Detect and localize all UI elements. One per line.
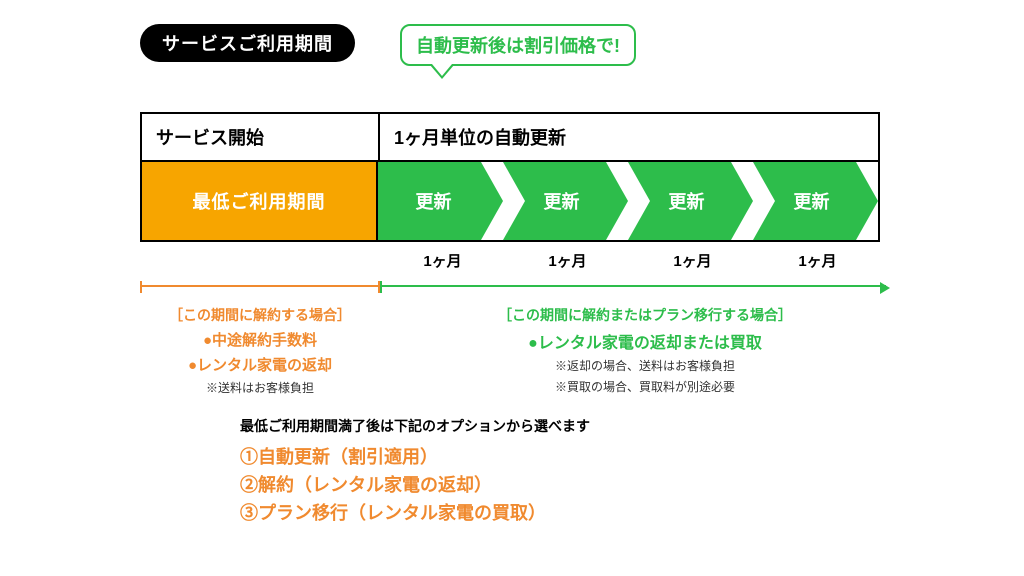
renewals-row: 更新更新更新更新 <box>378 162 878 240</box>
header-auto-renew: 1ヶ月単位の自動更新 <box>380 114 878 160</box>
option-3: ③プラン移行（レンタル家電の買取） <box>240 500 884 528</box>
note-right-bracket: ［この期間に解約またはプラン移行する場合］ <box>410 305 880 325</box>
month-label: 1ヶ月 <box>630 242 755 271</box>
month-label: 1ヶ月 <box>505 242 630 271</box>
note-right-fineprint-2: ※買取の場合、買取料が別途必要 <box>410 378 880 395</box>
header-service-start: サービス開始 <box>142 114 380 160</box>
month-labels: 1ヶ月1ヶ月1ヶ月1ヶ月 <box>140 242 880 271</box>
note-left-bullet-2: ●レンタル家電の返却 <box>140 354 380 375</box>
month-label: 1ヶ月 <box>755 242 880 271</box>
options-list: ①自動更新（割引適用） ②解約（レンタル家電の返却） ③プラン移行（レンタル家電… <box>140 444 884 528</box>
chevron-right-icon <box>481 162 503 240</box>
options-intro: 最低ご利用期間満了後は下記のオプションから選べます <box>140 416 884 436</box>
note-right-bullet: ●レンタル家電の返却または買取 <box>410 329 880 353</box>
month-label: 1ヶ月 <box>380 242 505 271</box>
note-renewal-period: ［この期間に解約またはプラン移行する場合］ ●レンタル家電の返却または買取 ※返… <box>410 305 880 396</box>
chevron-right-icon <box>606 162 628 240</box>
note-min-period: ［この期間に解約する場合］ ●中途解約手数料 ●レンタル家電の返却 ※送料はお客… <box>140 305 380 396</box>
timeline-axis <box>140 279 880 293</box>
chevron-right-icon <box>856 162 878 240</box>
discount-callout: 自動更新後は割引価格で! <box>400 24 636 66</box>
renewal-arrow-label: 更新 <box>628 162 731 240</box>
note-left-bracket: ［この期間に解約する場合］ <box>140 305 380 325</box>
axis-renewal-arrow <box>380 285 886 287</box>
option-1: ①自動更新（割引適用） <box>240 444 884 472</box>
note-right-fineprint-1: ※返却の場合、送料はお客様負担 <box>410 357 880 374</box>
renewal-arrow: 更新 <box>378 162 503 240</box>
axis-min-period <box>140 285 380 287</box>
note-left-bullet-1: ●中途解約手数料 <box>140 329 380 350</box>
chevron-right-icon <box>731 162 753 240</box>
renewal-arrow-label: 更新 <box>753 162 856 240</box>
renewal-arrow: 更新 <box>628 162 753 240</box>
option-2: ②解約（レンタル家電の返却） <box>240 472 884 500</box>
renewal-arrow: 更新 <box>753 162 878 240</box>
min-period-block: 最低ご利用期間 <box>142 162 378 240</box>
renewal-arrow-label: 更新 <box>503 162 606 240</box>
title-badge: サービスご利用期間 <box>140 24 355 62</box>
renewal-arrow: 更新 <box>503 162 628 240</box>
timeline: サービス開始 1ヶ月単位の自動更新 最低ご利用期間 更新更新更新更新 <box>140 112 880 242</box>
renewal-arrow-label: 更新 <box>378 162 481 240</box>
note-left-fineprint: ※送料はお客様負担 <box>140 379 380 396</box>
